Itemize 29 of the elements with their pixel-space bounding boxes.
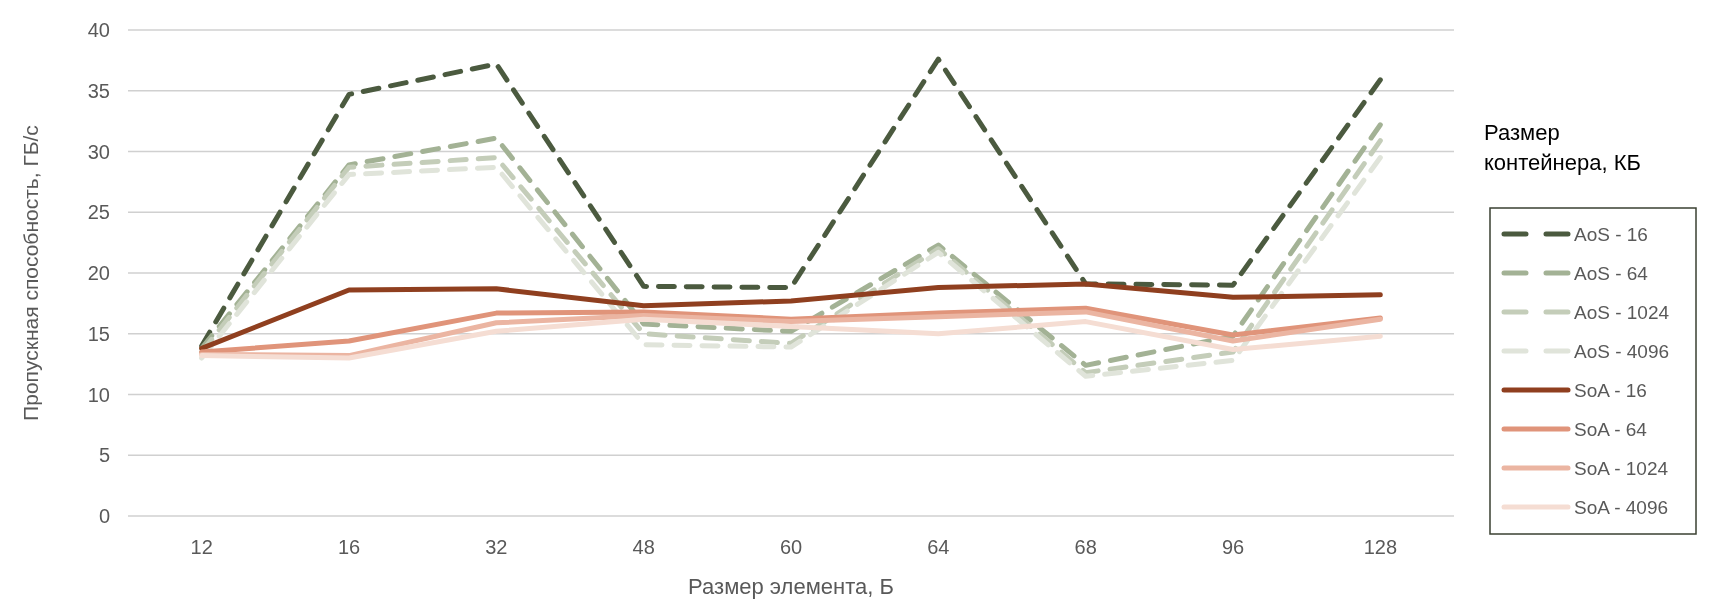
y-axis-title: Пропускная способность, ГБ/с: [19, 125, 42, 421]
legend-title: Размер контейнера, КБ: [1484, 120, 1641, 175]
legend-label: SoA - 16: [1574, 379, 1647, 401]
x-tick-label: 64: [927, 536, 950, 558]
y-tick-label: 10: [87, 383, 110, 406]
x-tick-label: 48: [632, 536, 655, 558]
y-tick-label: 35: [87, 79, 110, 102]
x-tick-label: 12: [190, 536, 213, 558]
legend-label: AoS - 64: [1574, 262, 1649, 284]
y-tick-label: 30: [87, 140, 110, 163]
y-tick-label: 0: [98, 505, 110, 527]
x-tick-label: 32: [485, 536, 508, 558]
y-tick-label: 25: [87, 201, 110, 224]
x-tick-label: 60: [779, 536, 803, 558]
x-tick-label: 96: [1221, 536, 1245, 558]
y-tick-label: 5: [98, 444, 110, 467]
legend-label: AoS - 4096: [1574, 340, 1670, 362]
legend-label: AoS - 1024: [1574, 301, 1670, 323]
legend-label: AoS - 16: [1574, 223, 1648, 245]
x-tick-label: 68: [1074, 536, 1097, 558]
x-axis-title: Размер элемента, Б: [688, 574, 894, 599]
legend-label: SoA - 4096: [1574, 496, 1669, 518]
x-tick-label: 128: [1363, 536, 1398, 558]
legend-label: SoA - 1024: [1574, 457, 1669, 479]
y-tick-label: 20: [87, 262, 110, 284]
x-tick-label: 16: [337, 536, 361, 558]
y-tick-label: 15: [87, 322, 110, 345]
legend-label: SoA - 64: [1574, 418, 1648, 440]
y-tick-label: 40: [87, 19, 110, 41]
